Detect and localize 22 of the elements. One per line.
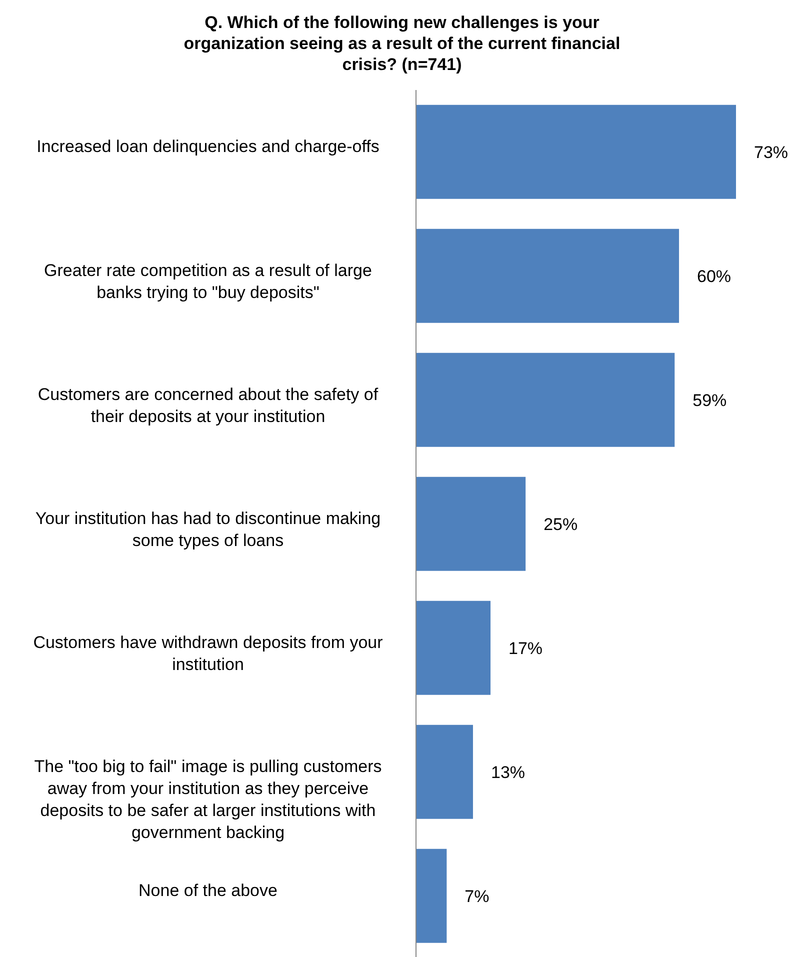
bar [416,848,447,943]
data-label: 17% [508,638,543,658]
y-tick-label: Customers are concerned about the safety of their deposits at your institution [38,385,378,426]
y-tick-label: Increased loan delinquencies and charge-offs [36,137,380,156]
bar [416,228,680,323]
bar [416,104,736,199]
y-tick-label: The "too big to fail" image is pulling customers away from your institution as they perceive deposits to be safer at larger institutions with government backing [34,757,382,842]
bar [416,476,526,571]
y-tick-label: None of the above [138,881,278,900]
data-label: 13% [490,762,526,782]
data-label: 60% [697,266,732,286]
y-tick-label: Greater rate competition as a result of large banks trying to "buy deposits" [44,261,372,302]
data-label: 59% [692,390,727,410]
data-label: 7% [464,886,490,906]
data-label: 25% [544,514,578,534]
bar [416,352,675,447]
y-tick-label: Customers have withdrawn deposits from your institution [33,633,384,674]
data-label: 73% [754,142,788,162]
y-tick-label: Your institution has had to discontinue making some types of loans [35,509,381,550]
bar [416,724,473,819]
chart-title: Q. Which of the following new challenges is your organization seeing as a result of the current financial crisis? (n=741) [182,12,622,76]
bar [416,600,491,695]
